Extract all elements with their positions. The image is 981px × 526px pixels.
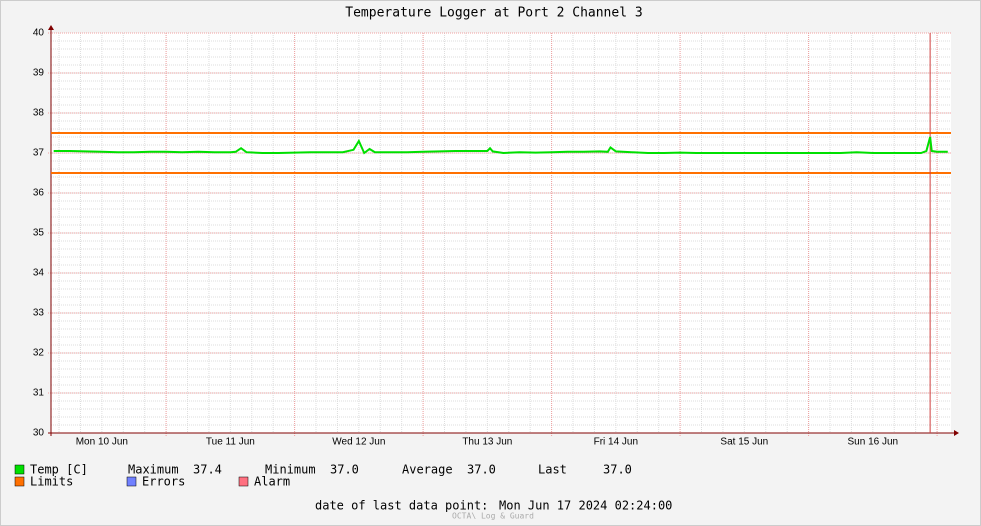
x-tick-label: Sun 16 Jun — [848, 437, 899, 448]
x-tick-label: Thu 13 Jun — [462, 437, 512, 448]
y-tick-label: 30 — [33, 428, 45, 439]
y-tick-label: 40 — [33, 28, 45, 39]
y-tick-label: 35 — [33, 228, 45, 239]
chart-title: Temperature Logger at Port 2 Channel 3 — [345, 6, 642, 21]
y-tick-label: 39 — [33, 68, 45, 79]
stat-value: 37.4 — [193, 463, 222, 477]
stat-value: 37.0 — [467, 463, 496, 477]
stat-value: 37.0 — [330, 463, 359, 477]
x-tick-label: Sat 15 Jun — [720, 437, 768, 448]
stat-name: Last — [538, 463, 567, 477]
stat-name: Maximum — [128, 463, 179, 477]
stat-name: Minimum — [265, 463, 316, 477]
x-tick-label: Mon 10 Jun — [76, 437, 128, 448]
legend-label: Alarm — [254, 475, 290, 489]
legend-label: Temp [C] — [30, 463, 88, 477]
y-tick-label: 37 — [33, 148, 45, 159]
legend-swatch — [14, 476, 25, 487]
legend-swatch — [14, 464, 25, 475]
stat-value: 37.0 — [603, 463, 632, 477]
x-tick-label: Tue 11 Jun — [206, 437, 255, 448]
y-tick-label: 32 — [33, 348, 45, 359]
legend-swatch — [238, 476, 249, 487]
footer-date: Mon Jun 17 2024 02:24:00 — [499, 499, 672, 513]
stat-name: Average — [402, 463, 453, 477]
x-tick-label: Fri 14 Jun — [594, 437, 638, 448]
series-line — [53, 136, 948, 155]
footer-label: date of last data point: — [315, 499, 488, 513]
axis-arrow — [48, 25, 54, 30]
legend-swatch — [126, 476, 137, 487]
legend-label: Limits — [30, 475, 73, 489]
axis-arrow — [954, 430, 959, 436]
y-tick-label: 33 — [33, 308, 45, 319]
legend-label: Errors — [142, 475, 185, 489]
y-tick-label: 31 — [33, 388, 45, 399]
y-tick-label: 38 — [33, 108, 45, 119]
y-tick-label: 36 — [33, 188, 45, 199]
x-tick-label: Wed 12 Jun — [332, 437, 385, 448]
y-tick-label: 34 — [33, 268, 45, 279]
watermark: OCTA\ Log & Guard — [452, 512, 534, 521]
